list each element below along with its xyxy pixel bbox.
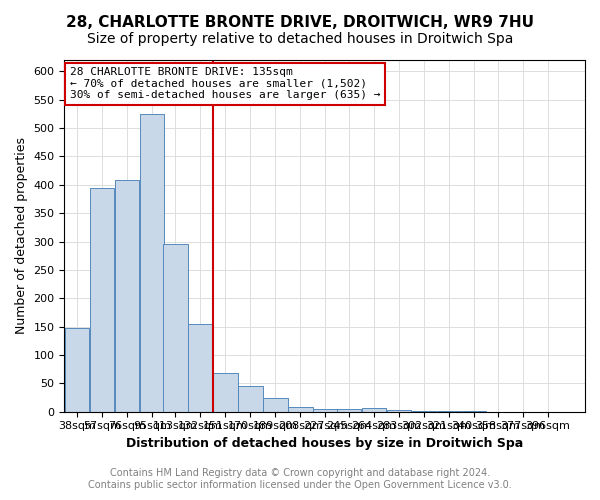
Bar [462, 411, 486, 412]
Text: 28, CHARLOTTE BRONTE DRIVE, DROITWICH, WR9 7HU: 28, CHARLOTTE BRONTE DRIVE, DROITWICH, W… [66, 15, 534, 30]
Bar [437, 410, 461, 412]
X-axis label: Distribution of detached houses by size in Droitwich Spa: Distribution of detached houses by size … [126, 437, 523, 450]
Bar [163, 244, 188, 412]
Bar [288, 407, 313, 412]
Text: Contains HM Land Registry data © Crown copyright and database right 2024.
Contai: Contains HM Land Registry data © Crown c… [88, 468, 512, 490]
Text: Size of property relative to detached houses in Droitwich Spa: Size of property relative to detached ho… [87, 32, 513, 46]
Bar [238, 386, 263, 411]
Bar [313, 410, 338, 412]
Bar [337, 409, 361, 412]
Bar [263, 398, 287, 411]
Bar [115, 180, 139, 412]
Bar [387, 410, 411, 412]
Bar [188, 324, 212, 412]
Text: 28 CHARLOTTE BRONTE DRIVE: 135sqm
← 70% of detached houses are smaller (1,502)
3: 28 CHARLOTTE BRONTE DRIVE: 135sqm ← 70% … [70, 67, 380, 100]
Bar [213, 373, 238, 412]
Bar [412, 410, 436, 412]
Y-axis label: Number of detached properties: Number of detached properties [15, 138, 28, 334]
Bar [362, 408, 386, 412]
Bar [65, 328, 89, 411]
Bar [140, 114, 164, 412]
Bar [90, 188, 114, 412]
